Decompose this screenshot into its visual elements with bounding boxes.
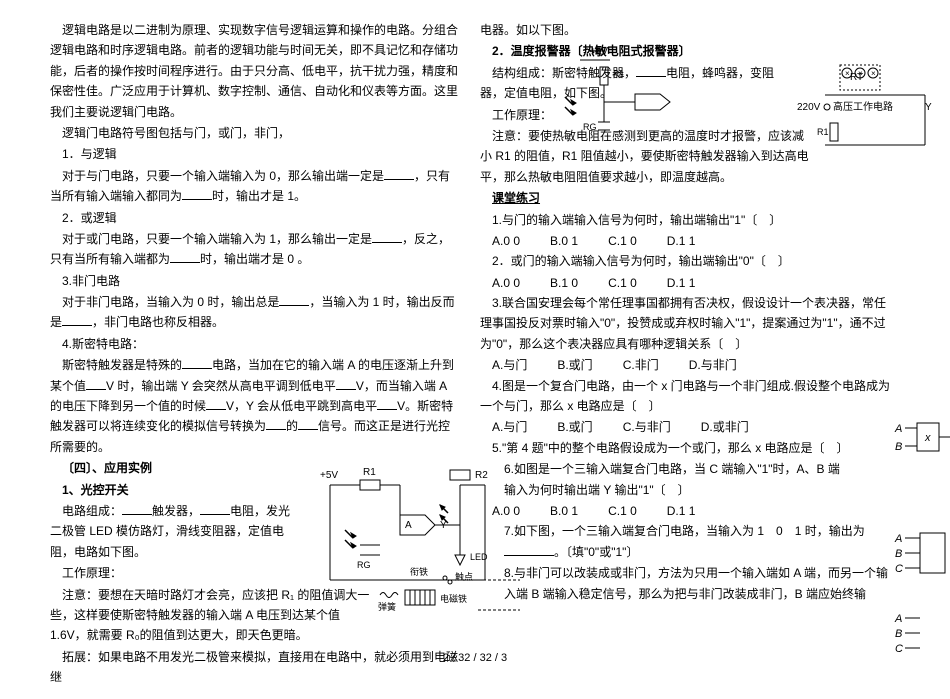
blank [182, 186, 212, 200]
q2-d: D.1 1 [667, 273, 696, 293]
q4-a: A.与门 [492, 417, 527, 437]
sec-and: 1．与逻辑 [50, 144, 460, 164]
q3: 3.联合国安理会每个常任理事国都拥有否决权，假设设计一个表决器，常任理事国投反对… [480, 293, 890, 354]
q6: 6.如图是一个三输入端复合门电路，当 C 端输入"1"时，A、B 端输入为何时输… [480, 459, 850, 500]
q4-options: A.与门 B.或门 C.与非门 D.或非门 [480, 417, 890, 437]
q1: 1.与门的输入端输入信号为何时，输出端输出"1"〔 〕 [480, 210, 890, 230]
blank [62, 312, 92, 326]
label-A: A [894, 423, 902, 435]
label-r1: R1 [363, 467, 376, 478]
label-rg: RG [583, 122, 597, 132]
para-schmitt: 斯密特触发器是特殊的电路，当加在它的输入端 A 的电压逐渐上升到某个值V 时，输… [50, 355, 460, 457]
label-r1: R1 [613, 69, 625, 79]
q4-b: B.或门 [557, 417, 592, 437]
blank [298, 416, 318, 430]
q3-b: B.或门 [557, 355, 592, 375]
gate-abc-block: A B C [895, 530, 950, 585]
q5: 5."第 4 题"中的整个电路假设成为一个或门，那么 x 电路应是〔 〕 [480, 438, 860, 458]
svg-text:×: × [871, 69, 876, 78]
q4-d: D.或非门 [701, 417, 749, 437]
para-relay: 电器。如以下图。 [480, 20, 890, 40]
label-r2: R2 [475, 470, 488, 481]
gate-x-block: A B x [895, 420, 950, 460]
q2-options: A.0 0 B.1 0 C.1 0 D.1 1 [480, 273, 890, 293]
svg-text:×: × [858, 69, 863, 78]
label-plus5v: +5V [590, 46, 608, 57]
circuit-hv: RT × × × 220V 高压工作电路 Y R1 [795, 45, 945, 160]
circuit-temp: +5V R1 RG [555, 42, 695, 157]
label-r1b: R1 [817, 127, 829, 137]
blank [266, 416, 286, 430]
para-and: 对于与门电路，只要一个输入端输入为 0，那么输出端一定是，只有当所有输入端输入都… [50, 166, 460, 207]
q4-c: C.与非门 [623, 417, 671, 437]
sec-not: 3.非门电路 [50, 271, 460, 291]
q3-a: A.与门 [492, 355, 527, 375]
q3-c: C.非门 [623, 355, 659, 375]
q2-c: C.1 0 [608, 273, 637, 293]
label-em: 电磁铁 [440, 593, 467, 604]
relay-svg: 弹簧 衔铁 触点 电磁铁 [360, 560, 530, 630]
q3-options: A.与门 B.或门 C.非门 D.与非门 [480, 355, 890, 375]
para-not: 对于非门电路，当输入为 0 时，输出总是，当输入为 1 时，输出反而是，非门电路… [50, 292, 460, 333]
q1-b: B.0 1 [550, 231, 578, 251]
q8: 8.与非门可以改装成或非门，方法为只用一个输入端如 A 端，而另一个输入端 B … [480, 563, 890, 604]
label-B: B [895, 441, 902, 453]
q6-d: D.1 1 [667, 501, 696, 521]
sec-exercise: 课堂练习 [480, 188, 890, 208]
svg-text:A: A [894, 613, 902, 625]
para-or: 对于或门电路，只要一个输入端输入为 1，那么输出一定是，反之，只有当所有输入端都… [50, 229, 460, 270]
label-x: x [924, 432, 931, 444]
q1-c: C.1 0 [608, 231, 637, 251]
svg-text:B: B [895, 548, 902, 560]
circuit-temp-svg: +5V R1 RG [555, 42, 695, 157]
q4: 4.图是一个复合门电路，由一个 x 门电路与一个非门组成.假设整个电路成为一个与… [480, 376, 890, 417]
label-plus5v: +5V [320, 470, 338, 481]
label-spring: 弹簧 [378, 601, 396, 612]
q6-c: C.1 0 [608, 501, 637, 521]
label-a: A [405, 520, 412, 531]
sec-or: 2．或逻辑 [50, 208, 460, 228]
label-hv: 高压工作电路 [833, 100, 893, 113]
q7: 7.如下图，一个三输入端复合门电路，当输入为 1 0 1 时，输出为。〔填"0"… [480, 521, 890, 562]
blank [170, 249, 200, 263]
para-light-comp: 电路组成：触发器，电阻，发光二极管 LED 模仿路灯，滑线变阻器，定值电阻，电路… [50, 501, 300, 562]
blank [200, 501, 230, 515]
sec-schmitt: 4.斯密特电路： [50, 334, 460, 354]
svg-text:B: B [895, 628, 902, 640]
label-y: Y [925, 102, 932, 113]
blank [336, 376, 356, 390]
svg-text:A: A [894, 533, 902, 545]
blank [182, 355, 212, 369]
q3-d: D.与非门 [689, 355, 737, 375]
blank [377, 396, 397, 410]
q2: 2．或门的输入端输入信号为何时，输出端输出"0"〔 〕 [480, 251, 890, 271]
q2-b: B.1 0 [550, 273, 578, 293]
blank [122, 501, 152, 515]
blank [206, 396, 226, 410]
blank [372, 229, 402, 243]
para-intro: 逻辑电路是以二进制为原理、实现数字信号逻辑运算和操作的电路。分组合逻辑电路和时序… [50, 20, 460, 122]
circuit-hv-svg: RT × × × 220V 高压工作电路 Y R1 [795, 45, 945, 160]
relay-diagram: 弹簧 衔铁 触点 电磁铁 [360, 560, 530, 630]
label-contact: 触点 [455, 571, 473, 582]
q2-a: A.0 0 [492, 273, 520, 293]
svg-text:C: C [895, 563, 903, 575]
blank [384, 166, 414, 180]
label-220v: 220V [797, 102, 821, 113]
q6-b: B.0 1 [550, 501, 578, 521]
q6-options: A.0 0 B.0 1 C.1 0 D.1 1 [480, 501, 890, 521]
blank [279, 292, 309, 306]
blank [86, 376, 106, 390]
q1-a: A.0 0 [492, 231, 520, 251]
q1-d: D.1 1 [667, 231, 696, 251]
svg-text:×: × [845, 69, 850, 78]
page-footer: 2 / 32 / 32 / 3 [0, 652, 950, 664]
para-gate-intro: 逻辑门电路符号图包括与门，或门，非门， [50, 123, 460, 143]
q1-options: A.0 0 B.0 1 C.1 0 D.1 1 [480, 231, 890, 251]
label-balance: 衔铁 [410, 566, 428, 577]
